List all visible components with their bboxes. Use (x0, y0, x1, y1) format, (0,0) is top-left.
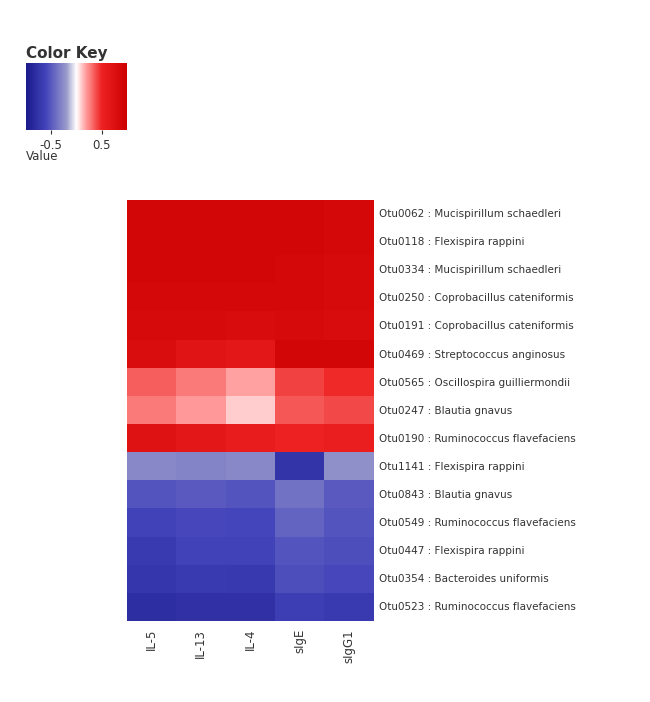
Text: Otu0250 : Coprobacillus cateniformis: Otu0250 : Coprobacillus cateniformis (379, 293, 573, 303)
Text: Otu0191 : Coprobacillus cateniformis: Otu0191 : Coprobacillus cateniformis (379, 322, 573, 331)
Text: Value: Value (26, 150, 58, 163)
Text: Otu0565 : Oscillospira guilliermondii: Otu0565 : Oscillospira guilliermondii (379, 378, 570, 388)
Text: Otu0469 : Streptococcus anginosus: Otu0469 : Streptococcus anginosus (379, 350, 565, 359)
Text: Otu0843 : Blautia gnavus: Otu0843 : Blautia gnavus (379, 490, 512, 500)
Text: Color Key: Color Key (26, 46, 108, 60)
Text: Otu0118 : Flexispira rappini: Otu0118 : Flexispira rappini (379, 237, 524, 247)
Text: Otu0523 : Ruminococcus flavefaciens: Otu0523 : Ruminococcus flavefaciens (379, 602, 575, 612)
Text: Otu0062 : Mucispirillum schaedleri: Otu0062 : Mucispirillum schaedleri (379, 209, 561, 219)
Text: Otu0447 : Flexispira rappini: Otu0447 : Flexispira rappini (379, 546, 524, 556)
Text: Otu1141 : Flexispira rappini: Otu1141 : Flexispira rappini (379, 462, 525, 472)
Text: Otu0190 : Ruminococcus flavefaciens: Otu0190 : Ruminococcus flavefaciens (379, 434, 575, 444)
Text: Otu0334 : Mucispirillum schaedleri: Otu0334 : Mucispirillum schaedleri (379, 265, 561, 275)
Text: Otu0247 : Blautia gnavus: Otu0247 : Blautia gnavus (379, 406, 512, 416)
Text: Otu0354 : Bacteroides uniformis: Otu0354 : Bacteroides uniformis (379, 574, 549, 584)
Text: Otu0549 : Ruminococcus flavefaciens: Otu0549 : Ruminococcus flavefaciens (379, 518, 575, 528)
